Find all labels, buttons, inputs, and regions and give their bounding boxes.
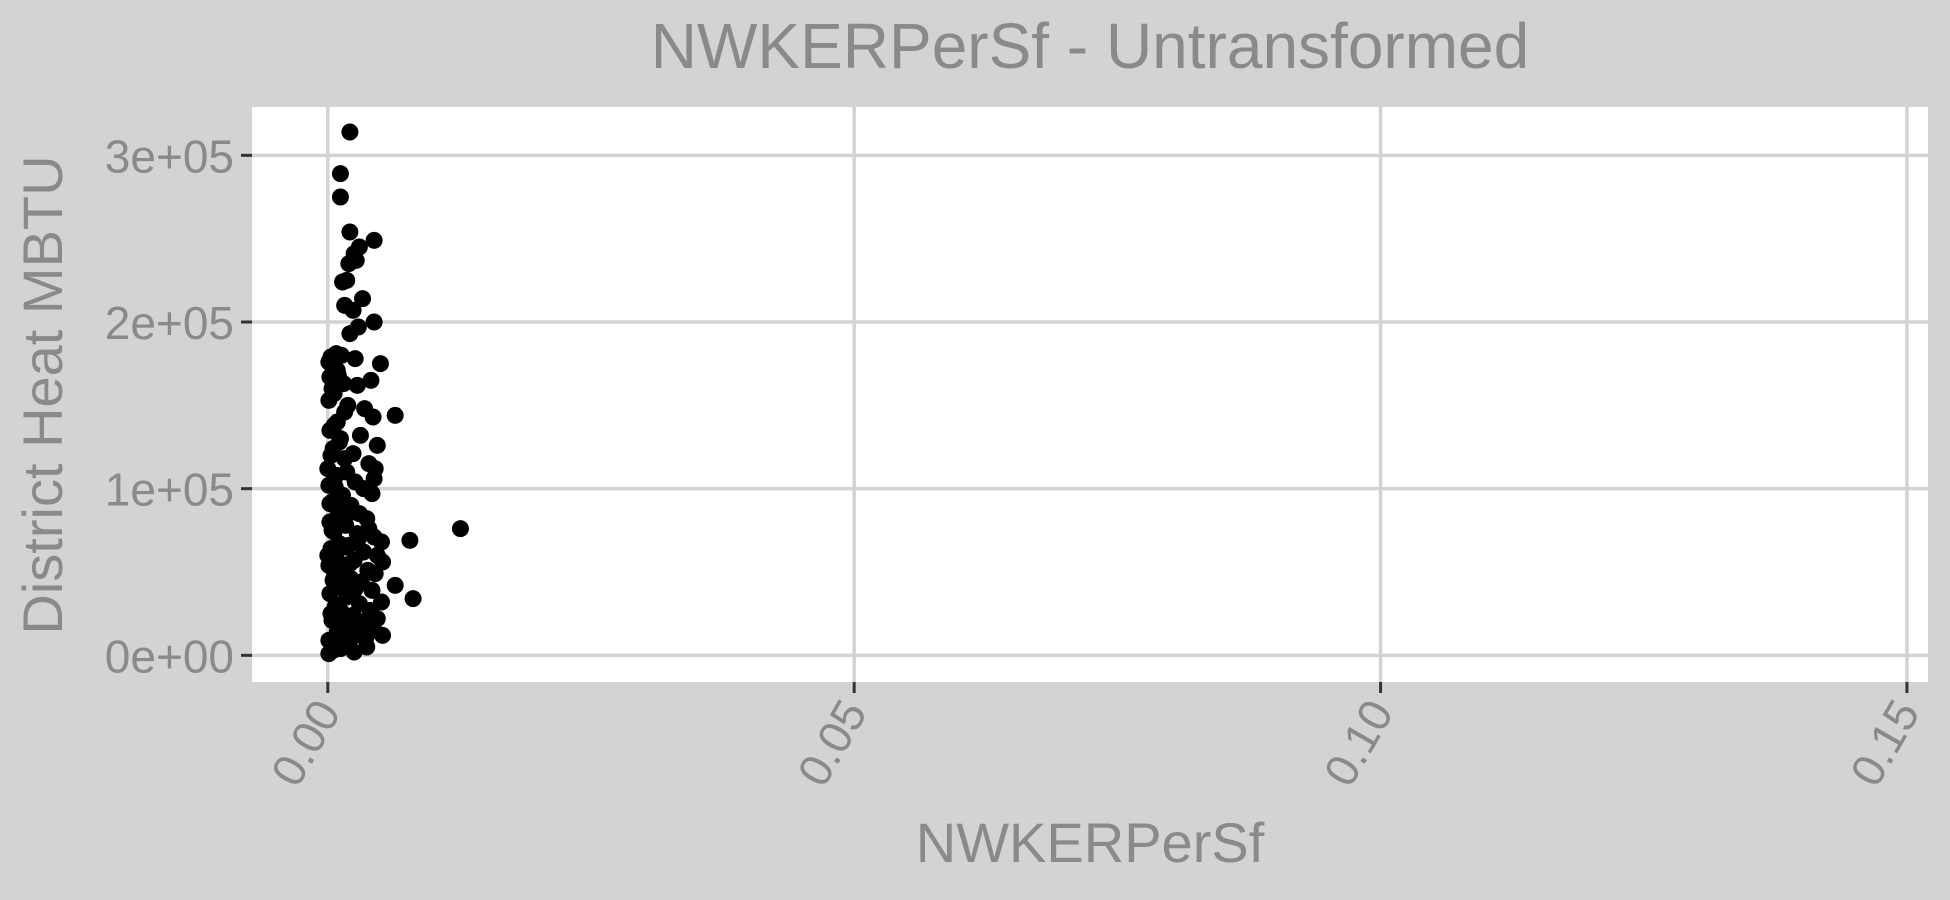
y-tick-label: 0e+00 <box>105 630 234 682</box>
data-point <box>401 531 419 549</box>
data-point <box>346 580 364 598</box>
axis-ticks <box>241 153 1909 693</box>
data-point <box>366 565 384 583</box>
data-point <box>331 165 349 183</box>
y-tick-label: 3e+05 <box>105 130 234 182</box>
data-point <box>332 346 350 364</box>
data-point <box>362 371 380 389</box>
data-point <box>321 495 339 513</box>
x-axis-label: NWKERPerSf <box>916 811 1265 874</box>
data-point <box>341 123 359 141</box>
data-point <box>329 511 347 529</box>
data-point <box>338 463 356 481</box>
data-point <box>319 546 337 564</box>
data-point <box>351 613 369 631</box>
data-point <box>334 273 352 291</box>
data-point <box>336 450 354 468</box>
data-point <box>343 503 361 521</box>
data-point <box>386 406 404 424</box>
data-point <box>386 576 404 594</box>
data-point <box>365 231 383 249</box>
chart-title: NWKERPerSf - Untransformed <box>651 10 1529 82</box>
data-point <box>336 403 354 421</box>
data-point <box>346 350 364 368</box>
data-point <box>341 325 359 343</box>
data-point <box>337 538 355 556</box>
data-point <box>341 223 359 241</box>
data-point <box>340 255 358 273</box>
data-point <box>320 353 338 371</box>
data-point <box>404 590 422 608</box>
plot-panel <box>252 107 1928 682</box>
data-point <box>364 408 382 426</box>
data-point <box>341 555 359 573</box>
data-point <box>322 446 340 464</box>
data-point <box>363 581 381 599</box>
data-point <box>349 530 367 548</box>
data-point <box>451 520 469 538</box>
data-point <box>348 376 366 394</box>
data-point <box>365 313 383 331</box>
data-point <box>372 533 390 551</box>
data-points <box>319 123 469 663</box>
data-point <box>354 290 372 308</box>
data-point <box>331 188 349 206</box>
data-point <box>371 355 389 373</box>
data-point <box>326 478 344 496</box>
y-tick-label: 2e+05 <box>105 297 234 349</box>
data-point <box>323 380 341 398</box>
data-point <box>368 436 386 454</box>
data-point <box>330 433 348 451</box>
data-point <box>365 470 383 488</box>
data-point <box>363 485 381 503</box>
data-point <box>325 416 343 434</box>
data-point <box>351 426 369 444</box>
gridlines <box>252 107 1928 682</box>
y-tick-label: 1e+05 <box>105 464 234 516</box>
data-point <box>344 301 362 319</box>
data-point <box>345 643 363 661</box>
y-axis-label: District Heat MBTU <box>11 155 74 634</box>
